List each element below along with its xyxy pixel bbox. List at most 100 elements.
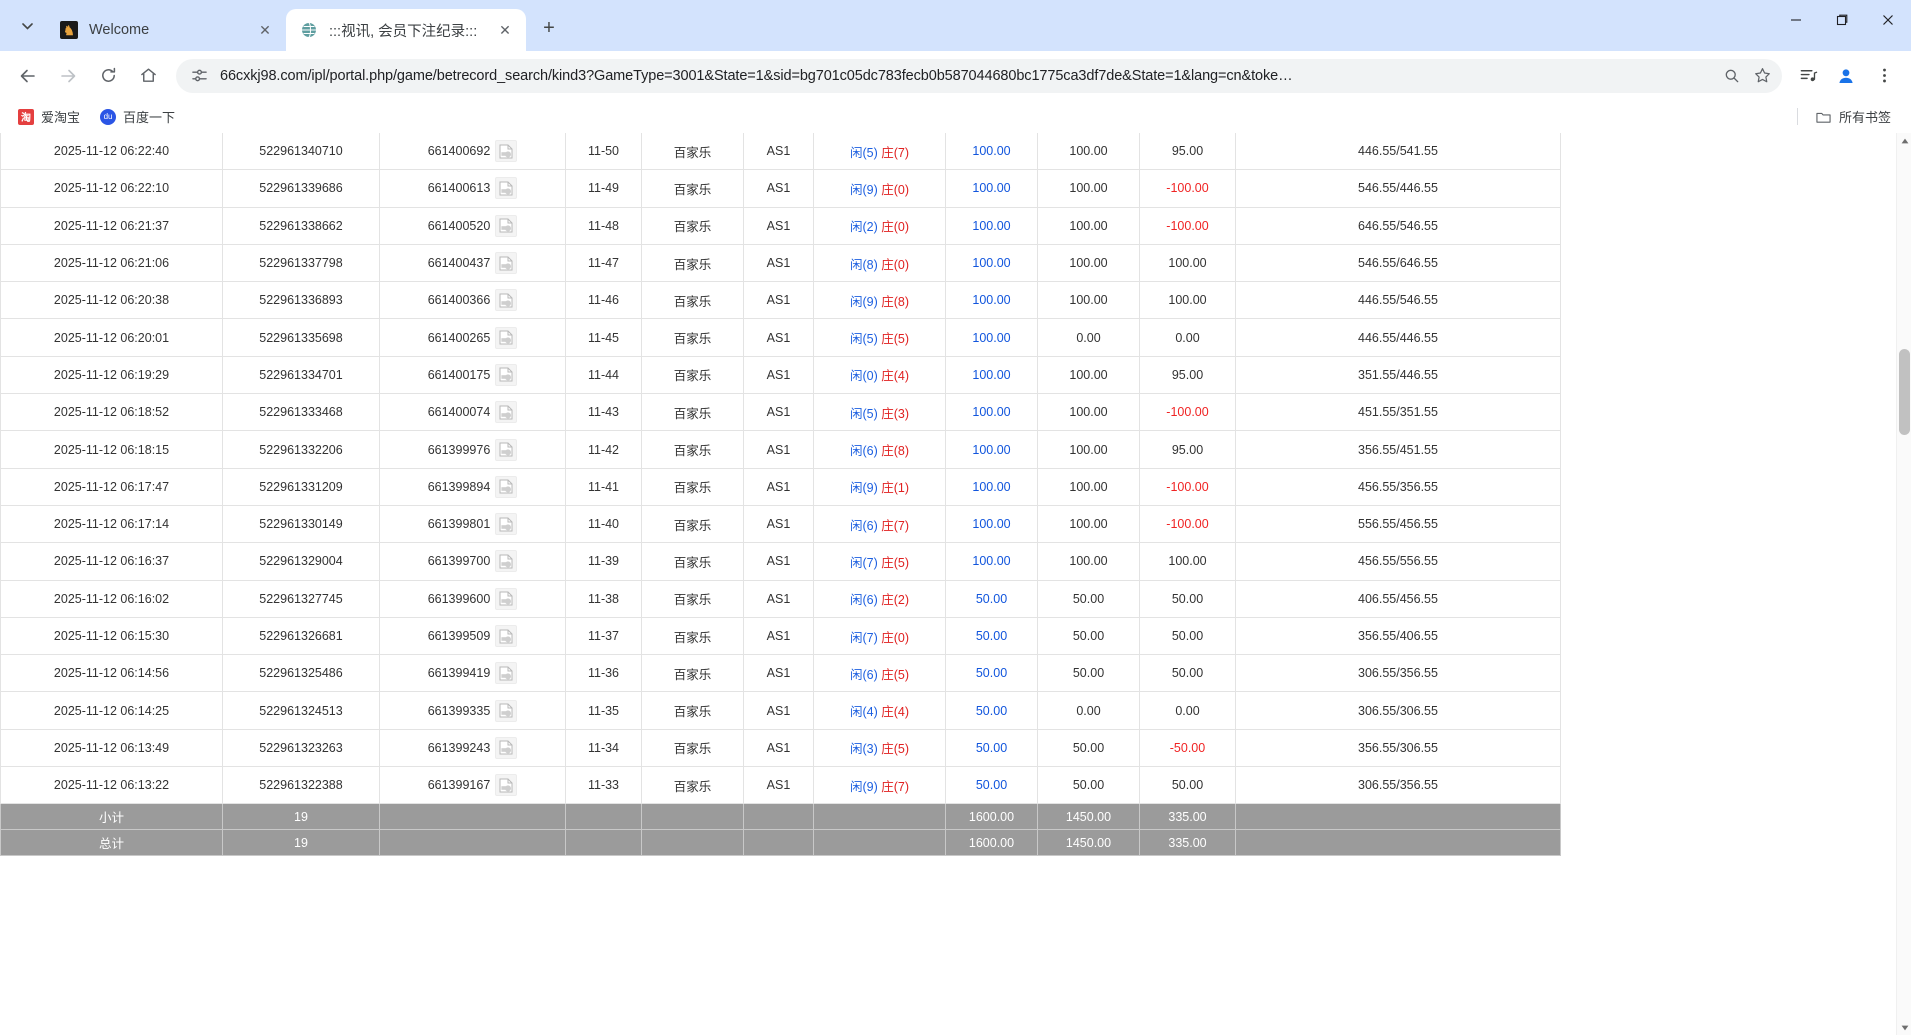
video-replay-icon[interactable]: [495, 214, 518, 237]
window-controls: [1773, 0, 1911, 40]
summary-blank: [1235, 803, 1561, 831]
cell-bet-id: 522961326681: [222, 616, 380, 656]
cell-game: 百家乐: [641, 169, 744, 208]
result-banker: 庄(5): [881, 667, 910, 682]
summary-blank: [1235, 829, 1561, 857]
browser-menu-icon[interactable]: [1867, 59, 1901, 93]
cell-time: 2025-11-12 06:14:25: [0, 691, 223, 730]
result-banker: 庄(8): [881, 444, 910, 459]
video-replay-icon[interactable]: [495, 550, 518, 573]
reload-button[interactable]: [91, 59, 125, 93]
summary-blank: [641, 803, 744, 831]
address-bar[interactable]: 66cxkj98.com/ipl/portal.php/game/betreco…: [176, 58, 1782, 93]
new-tab-button[interactable]: +: [543, 17, 555, 39]
video-replay-icon[interactable]: [495, 140, 518, 163]
video-replay-icon[interactable]: [495, 475, 518, 498]
cell-bet-amount: 100.00: [945, 206, 1038, 245]
cell-result: 闲(8) 庄(0): [813, 243, 946, 283]
table-row: 2025-11-12 06:17:47 522961331209 661399894…: [0, 467, 1561, 506]
cell-bet-amount: 100.00: [945, 467, 1038, 506]
minimize-button[interactable]: [1773, 0, 1819, 40]
bookmark-item-taobao[interactable]: 淘 爱淘宝: [10, 103, 88, 130]
result-player: 闲(2): [849, 220, 878, 235]
all-bookmarks-label: 所有书签: [1838, 110, 1891, 125]
scroll-up-arrow-icon[interactable]: [1897, 133, 1911, 148]
cell-game: 百家乐: [641, 206, 744, 245]
ticket-number: 661400366: [427, 293, 491, 308]
cell-table: AS1: [743, 691, 814, 730]
tab-close-icon[interactable]: ✕: [499, 22, 511, 38]
page-scrollbar[interactable]: [1896, 133, 1911, 1035]
video-replay-icon[interactable]: [495, 326, 518, 349]
cell-bet-amount: 50.00: [945, 654, 1038, 693]
scrollbar-thumb[interactable]: [1899, 349, 1910, 435]
video-replay-icon[interactable]: [495, 625, 518, 647]
result-player: 闲(5): [849, 332, 878, 347]
scroll-down-arrow-icon[interactable]: [1897, 1020, 1911, 1035]
cell-round: 11-42: [565, 430, 642, 469]
cell-valid-amount: 50.00: [1037, 766, 1140, 805]
reading-list-icon[interactable]: [1791, 59, 1825, 93]
video-replay-icon[interactable]: [495, 662, 518, 685]
video-replay-icon[interactable]: [495, 438, 518, 461]
forward-button[interactable]: [51, 59, 85, 93]
video-replay-icon[interactable]: [495, 513, 518, 536]
home-button[interactable]: [131, 59, 165, 93]
cell-bet-amount: 100.00: [945, 133, 1038, 171]
bookmark-item-baidu[interactable]: du 百度一下: [92, 103, 183, 130]
bookmark-star-icon[interactable]: [1748, 62, 1776, 90]
summary-row: 小计 19 1600.00 1450.00 335.00: [0, 803, 1561, 831]
table-row: 2025-11-12 06:14:25 522961324513 661399335…: [0, 691, 1561, 730]
ticket-number: 661399167: [427, 778, 491, 793]
tab-close-icon[interactable]: ✕: [259, 22, 271, 38]
ticket-number: 661399700: [427, 554, 491, 569]
cell-balance: 556.55/456.55: [1235, 504, 1561, 544]
video-replay-icon[interactable]: [495, 587, 518, 610]
result-player: 闲(6): [849, 444, 878, 459]
cell-payout: 95.00: [1139, 430, 1236, 469]
bookmark-label: 爱淘宝: [41, 110, 81, 125]
result-banker: 庄(7): [881, 518, 910, 533]
cell-game: 百家乐: [641, 616, 744, 656]
cell-ticket: 661399801: [379, 504, 566, 544]
video-replay-icon[interactable]: [495, 289, 518, 312]
cell-result: 闲(5) 庄(7): [813, 133, 946, 171]
cell-game: 百家乐: [641, 728, 744, 768]
tab-welcome[interactable]: ♞ Welcome ✕: [46, 9, 286, 51]
video-replay-icon[interactable]: [495, 401, 518, 424]
tab-betrecord[interactable]: :::视讯, 会员下注纪录::: ✕: [286, 9, 526, 51]
cell-game: 百家乐: [641, 430, 744, 469]
video-replay-icon[interactable]: [495, 177, 518, 200]
video-replay-icon[interactable]: [495, 774, 518, 797]
table-row: 2025-11-12 06:19:29 522961334701 661400175…: [0, 355, 1561, 395]
result-player: 闲(9): [849, 294, 878, 309]
cell-valid-amount: 100.00: [1037, 504, 1140, 544]
cell-round: 11-44: [565, 355, 642, 395]
cell-time: 2025-11-12 06:19:29: [0, 355, 223, 395]
result-player: 闲(0): [849, 369, 878, 384]
table-row: 2025-11-12 06:21:06 522961337798 661400437…: [0, 243, 1561, 283]
maximize-button[interactable]: [1819, 0, 1865, 40]
cell-ticket: 661400613: [379, 169, 566, 208]
video-replay-icon[interactable]: [495, 736, 518, 759]
result-banker: 庄(1): [881, 481, 910, 496]
all-bookmarks-button[interactable]: 所有书签: [1808, 103, 1899, 130]
cell-payout: 50.00: [1139, 579, 1236, 618]
back-button[interactable]: [11, 59, 45, 93]
site-settings-tune-icon[interactable]: [188, 65, 210, 87]
zoom-icon[interactable]: [1718, 62, 1746, 90]
video-replay-icon[interactable]: [495, 699, 518, 722]
tab-search-icon[interactable]: [10, 9, 44, 43]
cell-table: AS1: [743, 504, 814, 544]
video-replay-icon[interactable]: [495, 363, 518, 386]
video-replay-icon[interactable]: [495, 252, 518, 275]
cell-round: 11-43: [565, 393, 642, 432]
cell-bet-id: 522961322388: [222, 766, 380, 805]
close-window-button[interactable]: [1865, 0, 1911, 40]
cell-game: 百家乐: [641, 281, 744, 320]
profile-avatar-icon[interactable]: [1829, 59, 1863, 93]
cell-valid-amount: 100.00: [1037, 169, 1140, 208]
cell-time: 2025-11-12 06:16:02: [0, 579, 223, 618]
cell-payout: -100.00: [1139, 206, 1236, 245]
ticket-number: 661399976: [427, 442, 491, 457]
